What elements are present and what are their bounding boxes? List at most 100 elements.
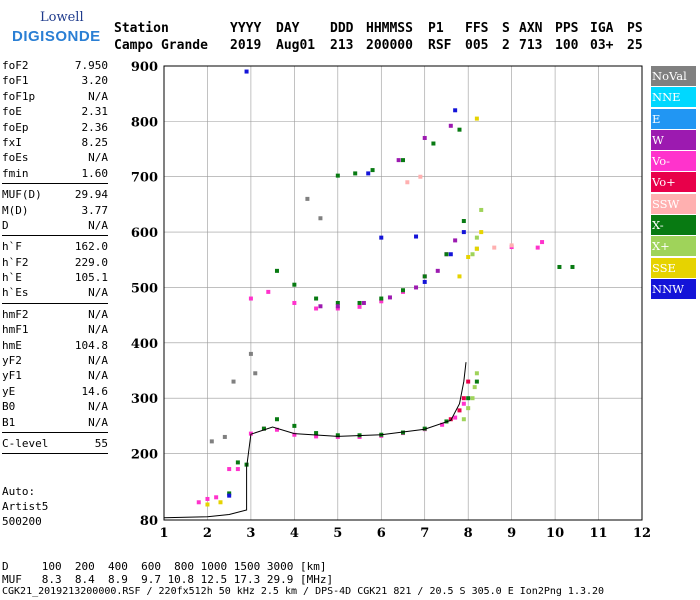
echo-point <box>292 423 297 428</box>
echo-point <box>474 246 479 251</box>
param-value: 7.950 <box>74 59 108 72</box>
param-value: N/A <box>88 151 108 165</box>
legend-item-vo-plus: Vo+ <box>651 172 696 193</box>
echo-point <box>422 274 427 279</box>
y-tick-label: 300 <box>131 392 158 407</box>
hdr-axn-value: 713 <box>519 38 543 53</box>
legend-item-x-plus: X+ <box>651 236 696 257</box>
echo-point <box>379 299 384 304</box>
echo-point <box>314 296 319 301</box>
param-value: 229.0 <box>74 255 108 269</box>
x-tick-label: 12 <box>633 526 651 541</box>
param-key: D <box>2 218 9 232</box>
param-key: h`F <box>2 240 22 254</box>
echo-point <box>292 300 297 305</box>
echo-point <box>205 502 210 507</box>
param-row: fmin 1.60 <box>2 166 108 181</box>
hdr-pps-value: 100 <box>555 38 579 53</box>
logo-digisonde-text: DIGISONDE <box>12 28 101 45</box>
echo-point <box>222 434 227 439</box>
param-key: hmE <box>2 338 22 352</box>
echo-point <box>314 431 319 436</box>
y-tick-label: 200 <box>131 448 158 463</box>
echo-point <box>422 279 427 284</box>
x-tick-label: 1 <box>159 526 168 541</box>
echo-point <box>457 408 462 413</box>
x-tick-label: 9 <box>507 526 516 541</box>
hdr-day-value: Aug01 <box>276 38 316 53</box>
param-value: N/A <box>88 89 108 103</box>
param-value: N/A <box>88 307 108 321</box>
param-row: hmF1 N/A <box>2 322 108 337</box>
echo-point <box>414 234 419 239</box>
param-key: B0 <box>2 400 16 414</box>
echo-point <box>274 268 279 273</box>
y-tick-label: 800 <box>131 115 158 130</box>
hdr-p1-label: P1 <box>428 21 444 36</box>
param-key: h`Es <box>2 286 29 300</box>
legend-item-e: E <box>651 108 696 129</box>
hdr-s-value: 2 <box>502 38 510 53</box>
param-row: h`E 105.1 <box>2 270 108 285</box>
x-tick-label: 7 <box>420 526 429 541</box>
echo-point <box>466 255 471 260</box>
hdr-hhmmss-label: HHMMSS <box>366 21 413 36</box>
echo-point <box>396 158 401 163</box>
echo-point <box>248 296 253 301</box>
echo-point <box>453 415 458 420</box>
param-group-muf: MUF(D) 29.94 M(D) 3.77 D N/A <box>2 187 108 233</box>
hdr-p1-value: RSF <box>428 38 452 53</box>
x-tick-label: 6 <box>377 526 386 541</box>
param-value: 3.77 <box>81 203 109 217</box>
echo-point <box>379 235 384 240</box>
legend-item-vo-minus: Vo- <box>651 151 696 172</box>
param-row: yE 14.6 <box>2 384 108 399</box>
auto-version: 500200 <box>2 515 42 528</box>
param-value: N/A <box>88 369 108 383</box>
echo-point <box>509 243 514 248</box>
param-divider <box>2 302 108 304</box>
echo-point <box>492 245 497 250</box>
echo-point <box>253 371 258 376</box>
echo-point <box>248 431 253 436</box>
echo-point <box>470 396 475 401</box>
echo-point <box>227 493 232 498</box>
echo-point <box>474 371 479 376</box>
echo-point <box>335 300 340 305</box>
param-value: N/A <box>88 286 108 300</box>
param-key: foEp <box>2 120 29 134</box>
param-value: N/A <box>88 218 108 232</box>
echo-point <box>440 422 445 427</box>
echo-point <box>401 430 405 435</box>
echo-point <box>461 401 466 406</box>
echo-point <box>235 467 240 472</box>
param-value: 3.20 <box>81 74 109 88</box>
echo-point <box>248 351 253 356</box>
echo-point <box>461 396 466 401</box>
file-info-row: CGK21_2019213200000.RSF / 220fx512h 50 k… <box>2 586 605 597</box>
echo-point <box>318 216 323 221</box>
echo-point <box>405 180 410 185</box>
hdr-pps-label: PPS <box>555 21 579 36</box>
param-group-critical-frequencies: foF2 7.950 foF1 3.20 foF1p N/A foE 2.31 foEp… <box>2 58 108 181</box>
echo-point <box>353 171 358 176</box>
echo-point <box>470 252 475 257</box>
echo-point <box>357 304 362 309</box>
x-tick-label: 2 <box>203 526 212 541</box>
hdr-axn-label: AXN <box>519 21 543 36</box>
plot-axes: 1 2 3 4 5 6 7 8 9 10 11 128020030040050060070080090… <box>131 60 651 541</box>
param-key: yF2 <box>2 354 22 368</box>
echo-point <box>422 135 427 140</box>
plot-frame <box>163 65 643 521</box>
echo-point <box>414 285 419 290</box>
echo-point <box>235 460 240 465</box>
param-value: 104.8 <box>74 338 108 352</box>
legend-item-noval: NoVal <box>651 66 696 86</box>
param-row: foF2 7.950 <box>2 58 108 73</box>
parameter-panel: foF2 7.950 foF1 3.20 foF1p N/A foE 2.31 foEp… <box>2 58 108 457</box>
hdr-ps-value: 25 <box>627 38 643 53</box>
echo-point <box>479 230 484 235</box>
echo-point <box>227 467 232 472</box>
x-tick-label: 5 <box>333 526 342 541</box>
